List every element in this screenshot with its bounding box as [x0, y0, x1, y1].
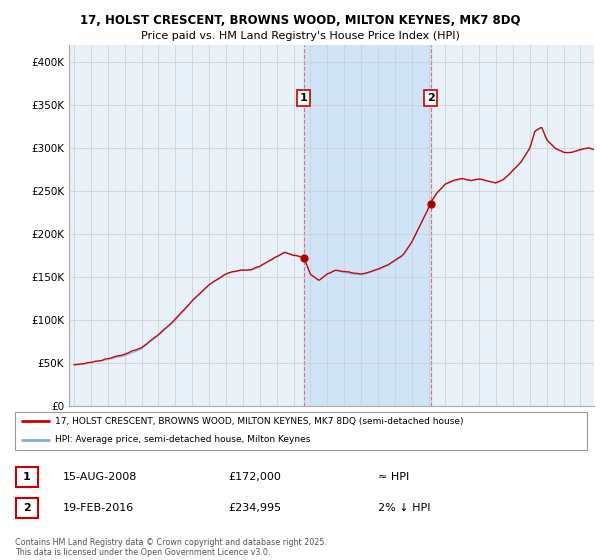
Text: 19-FEB-2016: 19-FEB-2016	[63, 503, 134, 513]
Text: 17, HOLST CRESCENT, BROWNS WOOD, MILTON KEYNES, MK7 8DQ: 17, HOLST CRESCENT, BROWNS WOOD, MILTON …	[80, 14, 520, 27]
Text: Price paid vs. HM Land Registry's House Price Index (HPI): Price paid vs. HM Land Registry's House …	[140, 31, 460, 41]
Text: 2: 2	[427, 93, 434, 103]
Text: £234,995: £234,995	[228, 503, 281, 513]
Text: 15-AUG-2008: 15-AUG-2008	[63, 472, 137, 482]
Text: ≈ HPI: ≈ HPI	[378, 472, 409, 482]
FancyBboxPatch shape	[16, 498, 38, 518]
FancyBboxPatch shape	[15, 412, 587, 450]
FancyBboxPatch shape	[16, 467, 38, 487]
Text: HPI: Average price, semi-detached house, Milton Keynes: HPI: Average price, semi-detached house,…	[55, 436, 311, 445]
Bar	[304, 45, 431, 406]
Text: Contains HM Land Registry data © Crown copyright and database right 2025.
This d: Contains HM Land Registry data © Crown c…	[15, 538, 327, 557]
Text: 17, HOLST CRESCENT, BROWNS WOOD, MILTON KEYNES, MK7 8DQ (semi-detached house): 17, HOLST CRESCENT, BROWNS WOOD, MILTON …	[55, 417, 464, 426]
Text: £172,000: £172,000	[228, 472, 281, 482]
Text: 1: 1	[300, 93, 308, 103]
Text: 2% ↓ HPI: 2% ↓ HPI	[378, 503, 431, 513]
Text: 2: 2	[23, 503, 31, 513]
Text: 1: 1	[23, 472, 31, 482]
